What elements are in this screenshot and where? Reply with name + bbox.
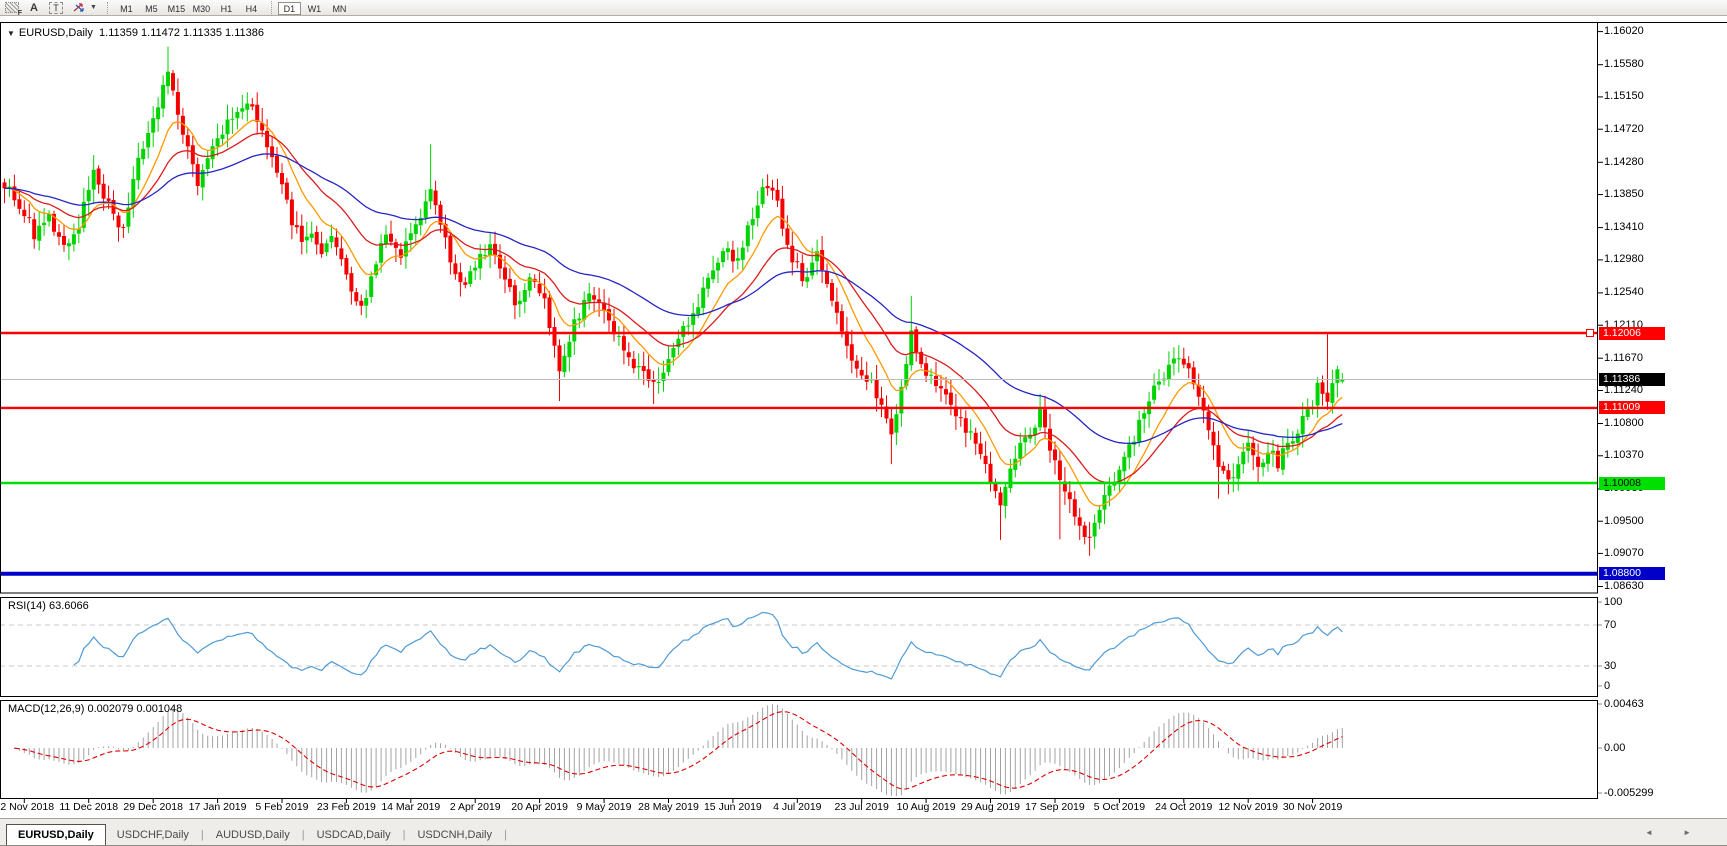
moving-average-10 [4, 119, 1343, 507]
hatch-glyph [5, 2, 19, 13]
dropdown-caret-icon[interactable]: ▼ [90, 4, 97, 11]
pattern-fill-label: F [17, 9, 22, 17]
timeframe-button-m15[interactable]: M15 [167, 3, 186, 14]
moving-average-50 [4, 153, 1343, 444]
text-box-icon[interactable]: T [48, 1, 64, 15]
timeframe-button-d1[interactable]: D1 [277, 1, 301, 15]
tab-separator: | [402, 829, 406, 841]
tab-separator: | [504, 829, 507, 841]
tab-scroll-arrows[interactable]: ◄ ► [1644, 828, 1705, 837]
text-box-label: T [49, 1, 63, 14]
timeframe-button-w1[interactable]: W1 [307, 3, 322, 14]
timeframe-button-mn[interactable]: MN [332, 3, 347, 14]
pattern-fill-icon[interactable]: F [4, 1, 22, 17]
tab-usdcnh-daily[interactable]: USDCNH,Daily [417, 829, 492, 841]
timeframe-button-m30[interactable]: M30 [192, 3, 211, 14]
timeframe-button-h4[interactable]: H4 [245, 3, 258, 14]
tab-separator: | [200, 829, 204, 841]
rsi-panel-border [0, 597, 1598, 697]
hline-handle [1586, 329, 1594, 337]
timeframe-button-group: M1 M5 M15 M30 H1 H4 D1 W1 MN [115, 0, 353, 17]
tab-usdcad-daily[interactable]: USDCAD,Daily [316, 829, 391, 841]
tab-audusd-daily[interactable]: AUDUSD,Daily [215, 829, 290, 841]
chart-tabs: EURUSD,Daily USDCHF,Daily | AUDUSD,Daily | US… [6, 824, 508, 845]
timeframe-button-m5[interactable]: M5 [145, 3, 158, 14]
timeframe-button-h1[interactable]: H1 [220, 3, 233, 14]
main-panel-border [0, 22, 1598, 594]
top-toolbar: F A T ▼ M1 M5 M15 M30 H1 H4 D1 W1 MN [0, 0, 1727, 17]
timeframe-button-m1[interactable]: M1 [120, 3, 133, 14]
chart-tab-bar: EURUSD,Daily USDCHF,Daily | AUDUSD,Daily | US… [0, 818, 1727, 846]
macd-signal-line [14, 711, 1343, 790]
rsi-line [73, 611, 1343, 680]
toolbar-separator [106, 1, 109, 14]
text-label-icon[interactable]: A [30, 1, 38, 14]
arrows-icon[interactable] [70, 1, 86, 15]
moving-average-22 [4, 132, 1343, 484]
tab-usdchf-daily[interactable]: USDCHF,Daily [116, 829, 189, 841]
macd-panel-border [0, 700, 1598, 799]
tab-eurusd-daily[interactable]: EURUSD,Daily [6, 824, 106, 845]
tab-separator: | [301, 829, 305, 841]
arrows-glyph [73, 3, 84, 12]
